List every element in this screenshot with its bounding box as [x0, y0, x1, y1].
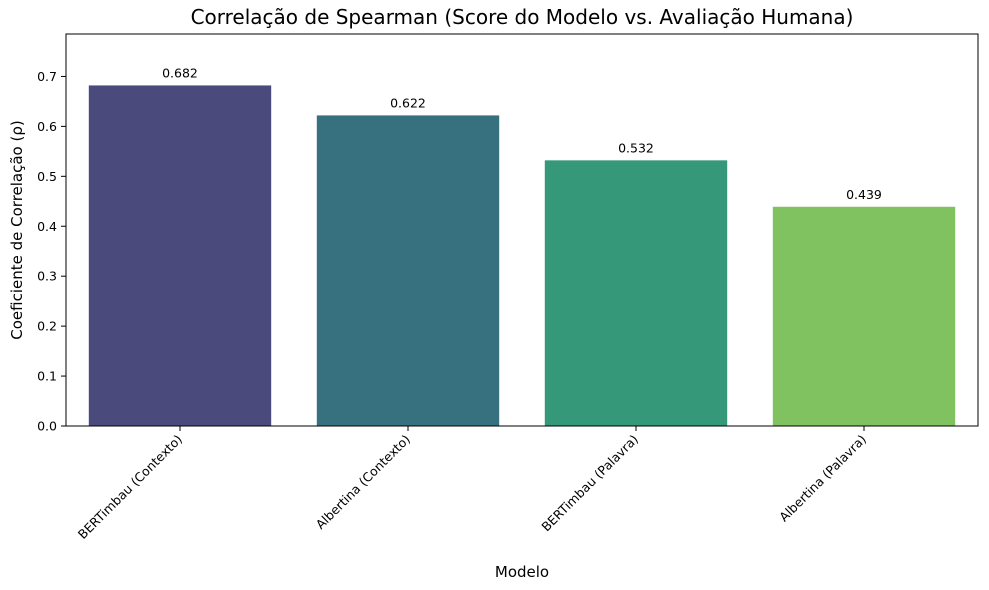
y-tick-label: 0.0: [37, 419, 57, 434]
bar-data-label: 0.622: [390, 95, 426, 110]
y-tick-label: 0.3: [37, 269, 57, 284]
bar: [772, 206, 956, 426]
bars-group: [88, 85, 956, 427]
y-tick-label: 0.2: [37, 319, 57, 334]
y-tick-label: 0.7: [37, 69, 57, 84]
bar: [316, 115, 500, 426]
x-tick-label: BERTimbau (Contexto): [75, 432, 185, 542]
y-tick-label: 0.6: [37, 119, 57, 134]
y-tick-label: 0.1: [37, 369, 57, 384]
data-labels-group: 0.682 0.622 0.532 0.439: [162, 65, 882, 201]
x-tick-label: Albertina (Palavra): [776, 432, 869, 525]
x-tick-label: Albertina (Contexto): [313, 432, 413, 532]
y-tick-label: 0.5: [37, 169, 57, 184]
y-axis: 0.0 0.1 0.2 0.3 0.4 0.5 0.6 0.7: [37, 69, 66, 434]
bar: [88, 85, 272, 427]
bar-data-label: 0.682: [162, 65, 198, 80]
bar: [544, 160, 728, 426]
y-axis-label: Coeficiente de Correlação (ρ): [8, 120, 26, 339]
plot-frame: [65, 33, 979, 427]
bar-data-label: 0.532: [618, 140, 654, 155]
chart-title: Correlação de Spearman (Score do Modelo …: [191, 5, 854, 29]
x-axis: BERTimbau (Contexto) Albertina (Contexto)…: [75, 426, 869, 542]
y-tick-label: 0.4: [37, 219, 57, 234]
bar-data-label: 0.439: [846, 187, 882, 202]
x-axis-label: Modelo: [495, 563, 549, 581]
x-tick-label: BERTimbau (Palavra): [538, 432, 641, 535]
